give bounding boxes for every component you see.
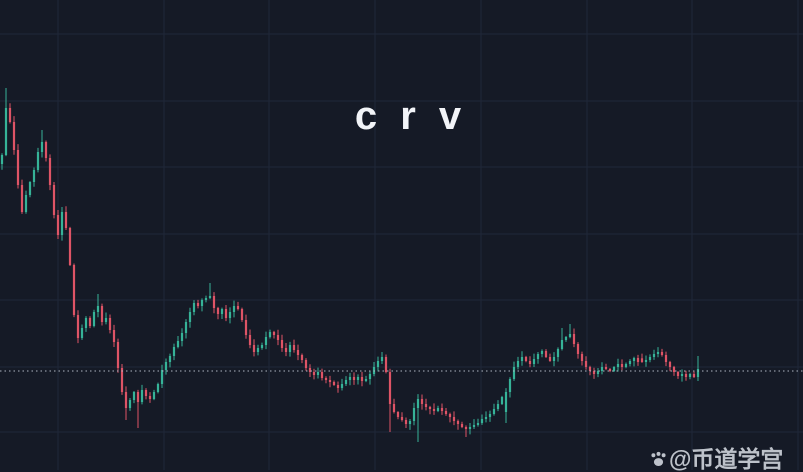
watermark: @币道学宫 bbox=[650, 446, 784, 472]
paw-icon bbox=[651, 451, 666, 466]
candles bbox=[0, 88, 700, 442]
chart-title: c r v bbox=[354, 94, 468, 138]
watermark-text: @币道学宫 bbox=[669, 446, 784, 472]
